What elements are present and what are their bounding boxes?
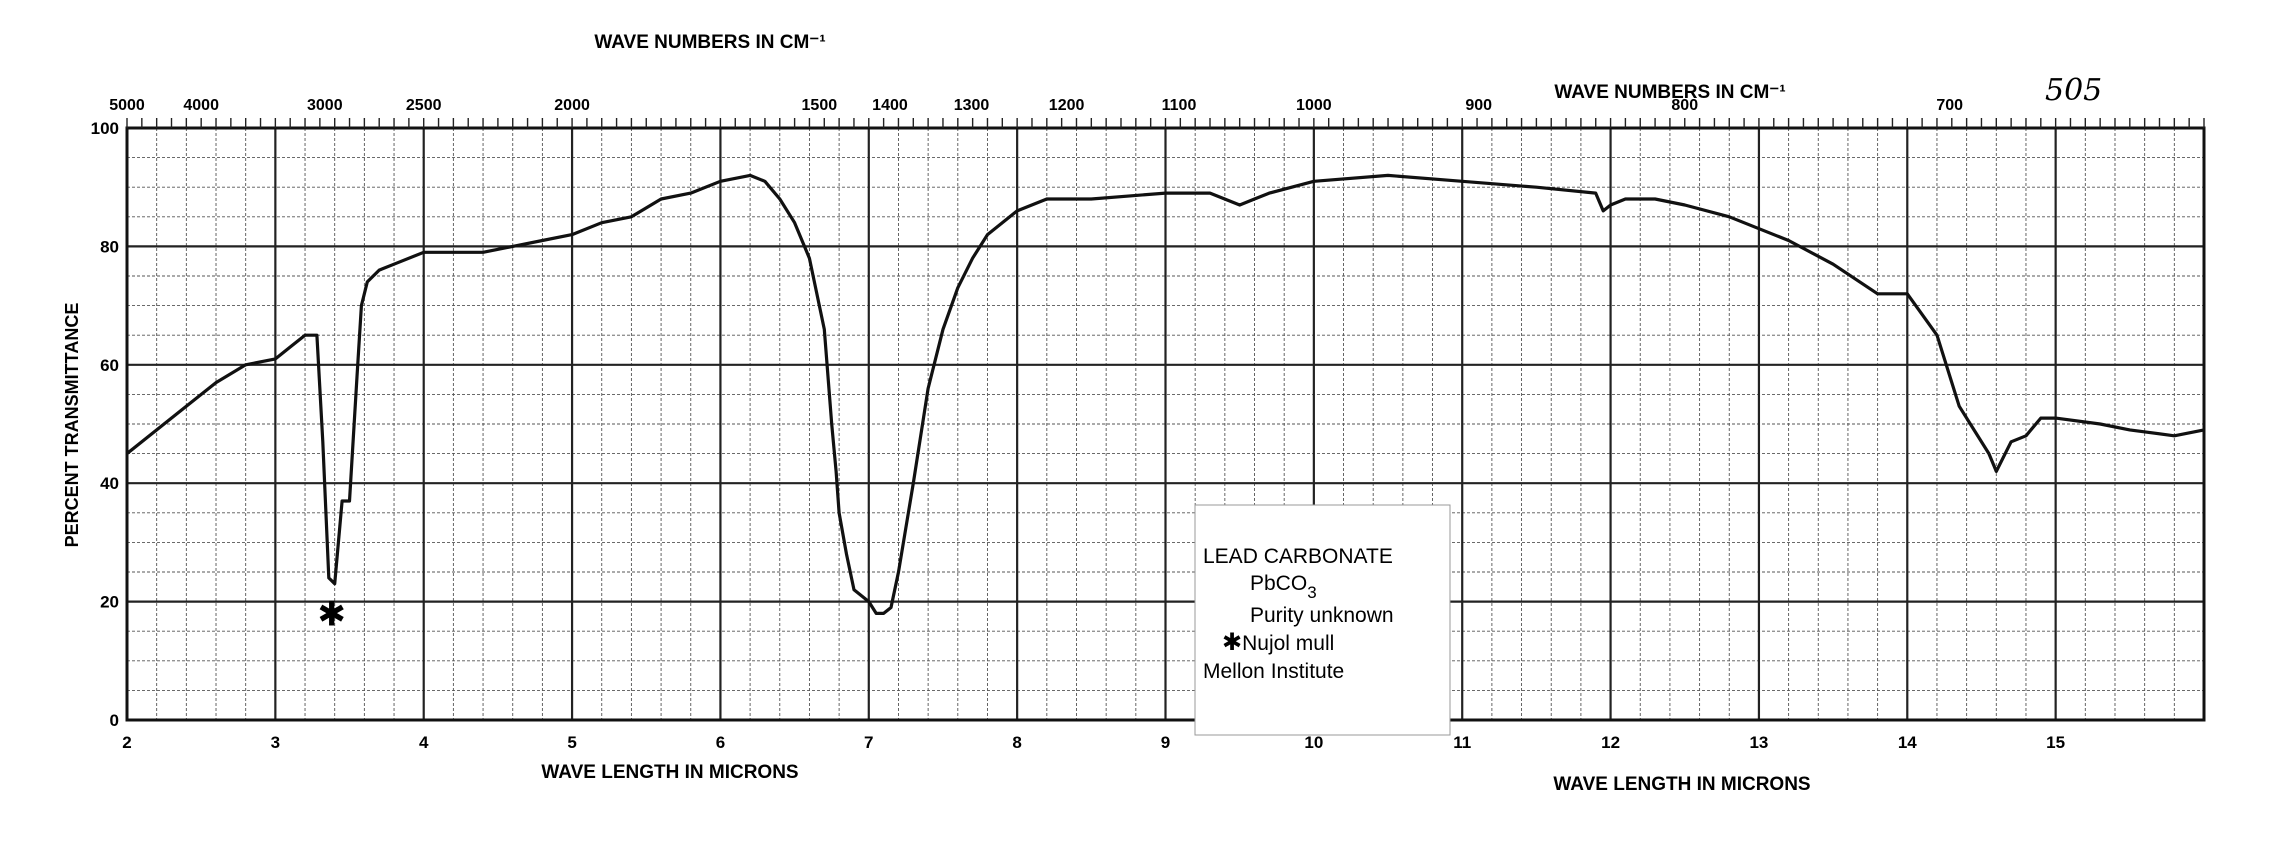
y-tick-label: 100: [91, 119, 119, 138]
x-axis-ticks: 2 3 4 5 6 7 8 9 10 11 12 13 14 15: [122, 733, 2065, 752]
x-tick-label: 9: [1161, 733, 1170, 752]
top-tick-label: 700: [1936, 97, 1963, 114]
x-tick-label: 5: [567, 733, 576, 752]
x-tick-label: 8: [1012, 733, 1021, 752]
legend-formula-subscript: 3: [1307, 583, 1316, 602]
top-tick-label: 4000: [183, 97, 219, 114]
top-tick-label: 1000: [1296, 97, 1332, 114]
x-tick-label: 13: [1749, 733, 1768, 752]
y-tick-label: 40: [100, 474, 119, 493]
top-axis-ticks: 5000 4000 3000 2500 2000 1500 1400 1300 1200 1100…: [109, 97, 2205, 128]
x-tick-label: 15: [2046, 733, 2065, 752]
top-tick-label: 1200: [1049, 97, 1085, 114]
bottom-axis-label-left: WAVE LENGTH IN MICRONS: [541, 762, 798, 783]
y-tick-label: 20: [100, 593, 119, 612]
nujol-mull-marker: ✱: [317, 594, 346, 634]
top-axis-label-left: WAVE NUMBERS IN CM⁻¹: [594, 32, 825, 53]
y-axis-label: PERCENT TRANSMITTANCE: [62, 303, 82, 548]
top-tick-label: 2000: [554, 97, 590, 114]
spectrum-line: [126, 173, 2205, 615]
top-tick-label: 1400: [872, 97, 908, 114]
legend-title: LEAD CARBONATE: [1203, 545, 1393, 568]
top-tick-label: 1500: [802, 97, 838, 114]
top-tick-label: 2500: [406, 97, 442, 114]
y-tick-label: 0: [110, 711, 119, 730]
top-axis-label-right: WAVE NUMBERS IN CM⁻¹: [1554, 82, 1785, 103]
top-tick-label: 1300: [954, 97, 990, 114]
x-tick-label: 10: [1304, 733, 1323, 752]
legend-box-background: [1194, 504, 1451, 736]
legend-purity: Purity unknown: [1250, 604, 1394, 627]
legend-box: LEAD CARBONATE PbCO3 Purity unknown ✱Nuj…: [1194, 504, 1451, 736]
x-tick-label: 7: [864, 733, 873, 752]
y-axis-ticks: 0 20 40 60 80 100: [91, 119, 119, 730]
top-tick-label: 3000: [307, 97, 343, 114]
x-tick-label: 11: [1453, 733, 1471, 752]
top-tick-label: 5000: [109, 97, 145, 114]
legend-formula-main: PbCO: [1250, 572, 1307, 595]
bottom-axis-label-right: WAVE LENGTH IN MICRONS: [1553, 774, 1810, 795]
legend-note-marker: ✱: [1222, 629, 1242, 656]
top-tick-label: 800: [1671, 97, 1698, 114]
legend-source: Mellon Institute: [1203, 660, 1344, 683]
legend-note: ✱Nujol mull: [1222, 629, 1334, 656]
top-tick-label: 1100: [1162, 97, 1197, 114]
sheet-number: 505: [2045, 73, 2102, 108]
legend-formula: PbCO3: [1250, 572, 1317, 602]
top-tick-label: 900: [1465, 97, 1492, 114]
x-tick-label: 12: [1601, 733, 1620, 752]
x-tick-label: 3: [271, 733, 280, 752]
y-tick-label: 80: [100, 237, 119, 256]
x-tick-label: 4: [419, 733, 429, 752]
legend-note-text: Nujol mull: [1242, 632, 1334, 655]
x-tick-label: 6: [716, 733, 725, 752]
x-tick-label: 14: [1898, 733, 1917, 752]
x-tick-label: 2: [122, 733, 131, 752]
y-tick-label: 60: [100, 356, 119, 375]
minor-grid: [127, 128, 2204, 720]
